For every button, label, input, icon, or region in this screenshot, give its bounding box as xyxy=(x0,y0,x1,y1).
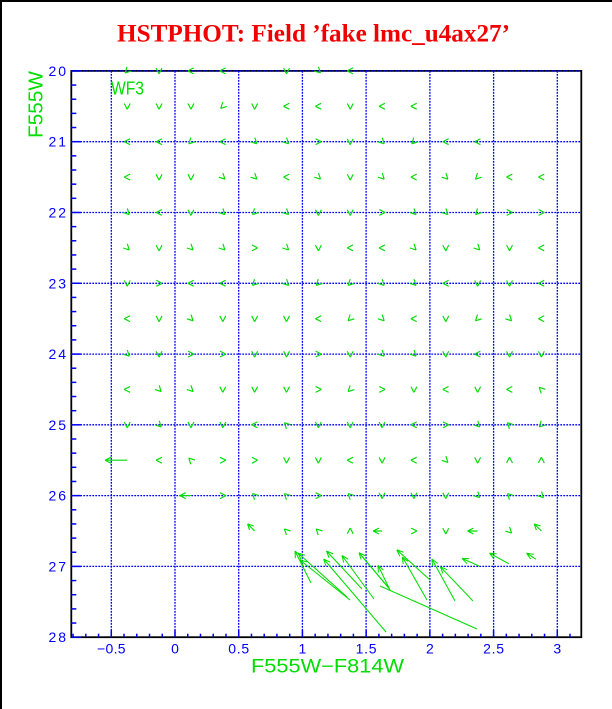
svg-text:23: 23 xyxy=(49,275,67,291)
svg-text:24: 24 xyxy=(49,346,67,362)
svg-text:HSTPHOT: Field ’fake lmc_u4ax2: HSTPHOT: Field ’fake lmc_u4ax27’ xyxy=(117,21,510,48)
svg-text:WF3: WF3 xyxy=(111,79,144,99)
svg-text:2.5: 2.5 xyxy=(483,641,504,657)
svg-text:28: 28 xyxy=(49,629,67,645)
svg-text:26: 26 xyxy=(49,488,67,504)
svg-text:3: 3 xyxy=(553,641,561,657)
svg-text:21: 21 xyxy=(49,134,67,150)
svg-text:22: 22 xyxy=(49,205,67,221)
svg-text:F555W−F814W: F555W−F814W xyxy=(251,657,404,678)
svg-text:1.5: 1.5 xyxy=(356,641,377,657)
svg-text:−0.5: −0.5 xyxy=(97,641,126,657)
svg-text:F555W: F555W xyxy=(26,71,48,138)
svg-text:27: 27 xyxy=(49,558,67,574)
svg-text:0.5: 0.5 xyxy=(228,641,249,657)
svg-text:2: 2 xyxy=(426,641,434,657)
svg-text:25: 25 xyxy=(49,417,67,433)
svg-text:1: 1 xyxy=(299,641,307,657)
svg-text:20: 20 xyxy=(49,63,67,79)
svg-text:0: 0 xyxy=(171,641,179,657)
